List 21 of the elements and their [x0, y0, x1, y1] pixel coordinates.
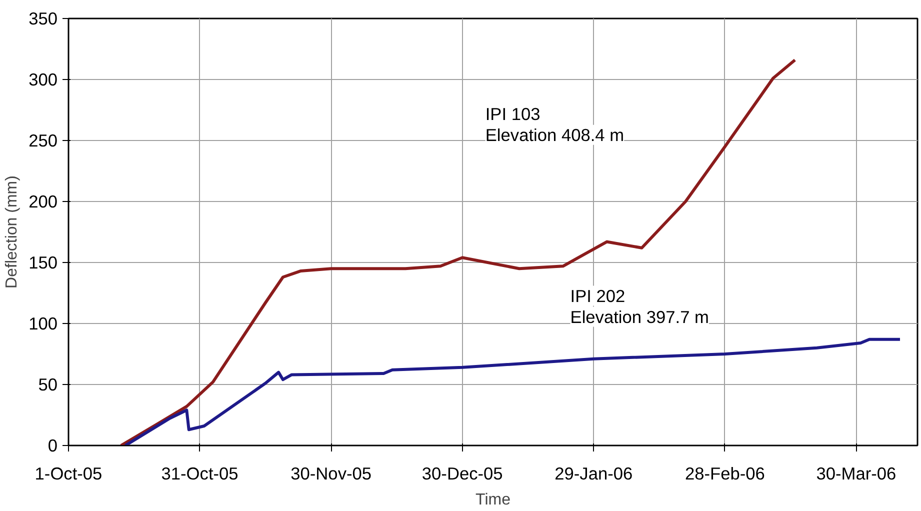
y-tick-label: 250 — [28, 130, 58, 150]
line-series — [120, 58, 796, 446]
x-tick-label: 30-Nov-05 — [290, 464, 372, 484]
y-tick-label: 150 — [28, 252, 58, 272]
y-tick-label: 300 — [28, 70, 58, 90]
x-axis-title: Time — [476, 492, 511, 508]
annotation: IPI 103 Elevation 408.4 m — [485, 104, 624, 145]
y-tick-label: 200 — [28, 192, 58, 212]
y-tick-label: 50 — [38, 374, 58, 394]
line-series — [124, 338, 902, 446]
y-tick-label: 0 — [48, 436, 58, 456]
y-tick-label: 100 — [28, 314, 58, 334]
x-tick-label: 30-Mar-06 — [816, 464, 896, 484]
x-tick-label: 30-Dec-05 — [422, 464, 503, 484]
x-tick-label: 1-Oct-05 — [34, 464, 102, 484]
x-tick-label: 28-Feb-06 — [684, 464, 765, 484]
y-tick-label: 350 — [28, 8, 58, 28]
x-tick-label: 29-Jan-06 — [554, 464, 633, 484]
y-axis-title: Deflection (mm) — [4, 176, 21, 288]
annotation: IPI 202 Elevation 397.7 m — [570, 286, 709, 327]
x-tick-label: 31-Oct-05 — [161, 464, 238, 484]
